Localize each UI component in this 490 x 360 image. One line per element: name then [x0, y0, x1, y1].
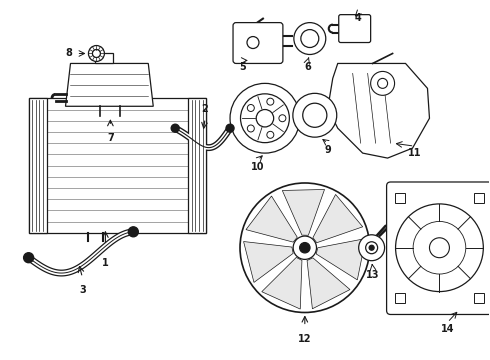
Circle shape — [241, 94, 290, 143]
Text: 6: 6 — [304, 62, 311, 72]
Circle shape — [370, 71, 394, 95]
Polygon shape — [316, 239, 366, 280]
Circle shape — [293, 236, 317, 260]
Bar — [28, 98, 206, 233]
Polygon shape — [262, 257, 302, 309]
Text: 4: 4 — [354, 13, 361, 23]
Bar — [96, 54, 113, 63]
Text: 13: 13 — [366, 270, 379, 280]
Circle shape — [240, 183, 369, 312]
Text: 8: 8 — [65, 49, 72, 58]
Text: 10: 10 — [251, 162, 265, 172]
Bar — [394, 193, 405, 203]
Circle shape — [359, 235, 385, 261]
Circle shape — [429, 238, 449, 258]
Circle shape — [369, 245, 374, 250]
FancyBboxPatch shape — [387, 182, 490, 315]
Circle shape — [93, 50, 100, 58]
Circle shape — [256, 109, 274, 127]
Circle shape — [303, 103, 327, 127]
Polygon shape — [244, 242, 293, 282]
Circle shape — [171, 124, 179, 132]
Circle shape — [226, 124, 234, 132]
Circle shape — [413, 221, 466, 274]
Circle shape — [24, 253, 34, 263]
FancyBboxPatch shape — [339, 15, 370, 42]
Circle shape — [378, 78, 388, 88]
Circle shape — [128, 227, 138, 237]
Circle shape — [294, 23, 326, 54]
Polygon shape — [246, 196, 297, 242]
Circle shape — [301, 30, 319, 48]
Text: 2: 2 — [202, 104, 208, 114]
Circle shape — [89, 45, 104, 62]
Text: 9: 9 — [324, 145, 331, 155]
Bar — [188, 98, 206, 233]
Circle shape — [247, 37, 259, 49]
Polygon shape — [66, 63, 153, 106]
Circle shape — [247, 125, 254, 132]
Text: 12: 12 — [298, 334, 312, 345]
Text: 3: 3 — [79, 285, 86, 294]
Circle shape — [279, 115, 286, 122]
Circle shape — [267, 131, 274, 138]
Circle shape — [293, 93, 337, 137]
Circle shape — [230, 84, 300, 153]
Circle shape — [247, 104, 254, 112]
Polygon shape — [282, 189, 324, 235]
Bar — [474, 193, 484, 203]
FancyBboxPatch shape — [233, 23, 283, 63]
Circle shape — [300, 243, 310, 253]
Circle shape — [395, 204, 483, 292]
Circle shape — [366, 242, 378, 254]
Bar — [28, 98, 47, 233]
Text: 5: 5 — [240, 62, 246, 72]
Circle shape — [267, 98, 274, 105]
Text: 7: 7 — [107, 133, 114, 143]
Bar — [394, 293, 405, 302]
Polygon shape — [307, 258, 350, 309]
Text: 1: 1 — [102, 258, 109, 268]
Text: 11: 11 — [408, 148, 421, 158]
Text: 14: 14 — [441, 324, 454, 334]
Polygon shape — [328, 63, 429, 158]
Bar — [474, 293, 484, 302]
Polygon shape — [313, 194, 363, 243]
